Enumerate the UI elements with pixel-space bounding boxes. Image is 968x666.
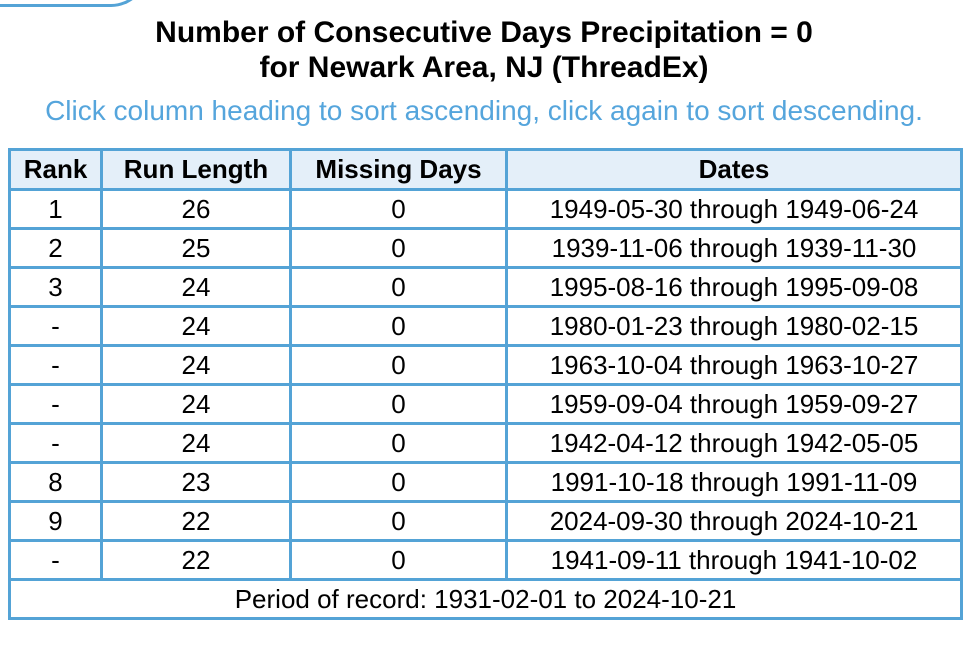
rank-cell: 2 <box>8 227 103 269</box>
sort-instructions: Click column heading to sort ascending, … <box>45 95 923 126</box>
rank-cell: 1 <box>8 188 103 230</box>
missing-days-cell: 0 <box>289 422 508 464</box>
table-header-row: Rank Run Length Missing Days Dates <box>8 148 963 191</box>
column-header-rank[interactable]: Rank <box>8 148 103 191</box>
column-header-dates[interactable]: Dates <box>505 148 963 191</box>
missing-days-cell: 0 <box>289 500 508 542</box>
dates-cell: 2024-09-30 through 2024-10-21 <box>505 500 963 542</box>
rank-cell: 8 <box>8 461 103 503</box>
table-row: - 22 0 1941-09-11 through 1941-10-02 <box>8 539 963 581</box>
precip-runs-table: Rank Run Length Missing Days Dates 1 26 … <box>8 148 963 620</box>
run-length-cell: 24 <box>100 344 292 386</box>
dates-cell: 1942-04-12 through 1942-05-05 <box>505 422 963 464</box>
dates-cell: 1991-10-18 through 1991-11-09 <box>505 461 963 503</box>
dates-cell: 1980-01-23 through 1980-02-15 <box>505 305 963 347</box>
table-row: 2 25 0 1939-11-06 through 1939-11-30 <box>8 227 963 269</box>
run-length-cell: 24 <box>100 266 292 308</box>
rank-cell: 3 <box>8 266 103 308</box>
missing-days-cell: 0 <box>289 383 508 425</box>
table-row: - 24 0 1959-09-04 through 1959-09-27 <box>8 383 963 425</box>
page-title-line1: Number of Consecutive Days Precipitation… <box>155 16 813 49</box>
run-length-cell: 25 <box>100 227 292 269</box>
table-row: 1 26 0 1949-05-30 through 1949-06-24 <box>8 188 963 230</box>
rank-cell: - <box>8 305 103 347</box>
run-length-cell: 22 <box>100 539 292 581</box>
rank-cell: 9 <box>8 500 103 542</box>
missing-days-cell: 0 <box>289 539 508 581</box>
column-header-run-length[interactable]: Run Length <box>100 148 292 191</box>
table-row: 9 22 0 2024-09-30 through 2024-10-21 <box>8 500 963 542</box>
missing-days-cell: 0 <box>289 188 508 230</box>
table-row: - 24 0 1980-01-23 through 1980-02-15 <box>8 305 963 347</box>
dates-cell: 1995-08-16 through 1995-09-08 <box>505 266 963 308</box>
missing-days-cell: 0 <box>289 266 508 308</box>
dates-cell: 1939-11-06 through 1939-11-30 <box>505 227 963 269</box>
dates-cell: 1941-09-11 through 1941-10-02 <box>505 539 963 581</box>
page-title-line2: for Newark Area, NJ (ThreadEx) <box>259 51 709 84</box>
rank-cell: - <box>8 422 103 464</box>
page-title: Number of Consecutive Days Precipitation… <box>0 15 968 85</box>
missing-days-cell: 0 <box>289 305 508 347</box>
missing-days-cell: 0 <box>289 461 508 503</box>
dates-cell: 1963-10-04 through 1963-10-27 <box>505 344 963 386</box>
column-header-missing-days[interactable]: Missing Days <box>289 148 508 191</box>
dates-cell: 1949-05-30 through 1949-06-24 <box>505 188 963 230</box>
run-length-cell: 24 <box>100 422 292 464</box>
run-length-cell: 22 <box>100 500 292 542</box>
table-footer-row: Period of record: 1931-02-01 to 2024-10-… <box>8 578 963 620</box>
rank-cell: - <box>8 383 103 425</box>
period-of-record: Period of record: 1931-02-01 to 2024-10-… <box>8 578 963 620</box>
table-row: - 24 0 1942-04-12 through 1942-05-05 <box>8 422 963 464</box>
table-row: - 24 0 1963-10-04 through 1963-10-27 <box>8 344 963 386</box>
run-length-cell: 24 <box>100 383 292 425</box>
rank-cell: - <box>8 344 103 386</box>
table-row: 3 24 0 1995-08-16 through 1995-09-08 <box>8 266 963 308</box>
rank-cell: - <box>8 539 103 581</box>
dates-cell: 1959-09-04 through 1959-09-27 <box>505 383 963 425</box>
tab-corner-decoration <box>0 0 148 7</box>
run-length-cell: 26 <box>100 188 292 230</box>
table-row: 8 23 0 1991-10-18 through 1991-11-09 <box>8 461 963 503</box>
missing-days-cell: 0 <box>289 227 508 269</box>
missing-days-cell: 0 <box>289 344 508 386</box>
run-length-cell: 24 <box>100 305 292 347</box>
run-length-cell: 23 <box>100 461 292 503</box>
